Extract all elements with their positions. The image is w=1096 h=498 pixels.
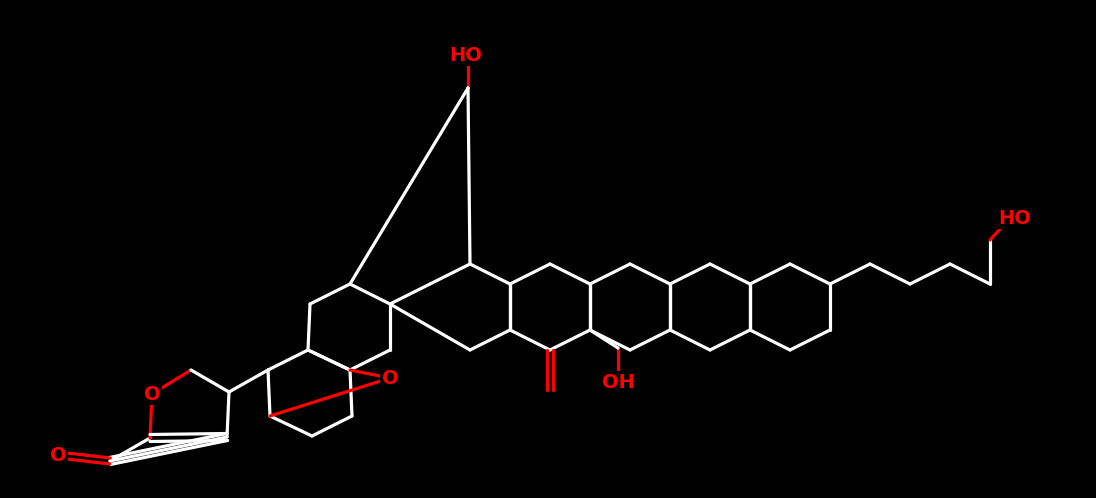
Text: O: O	[49, 446, 67, 465]
Text: O: O	[144, 384, 160, 403]
Text: OH: OH	[602, 373, 635, 391]
Text: HO: HO	[449, 45, 482, 65]
Text: HO: HO	[998, 209, 1031, 228]
Text: O: O	[381, 369, 398, 387]
